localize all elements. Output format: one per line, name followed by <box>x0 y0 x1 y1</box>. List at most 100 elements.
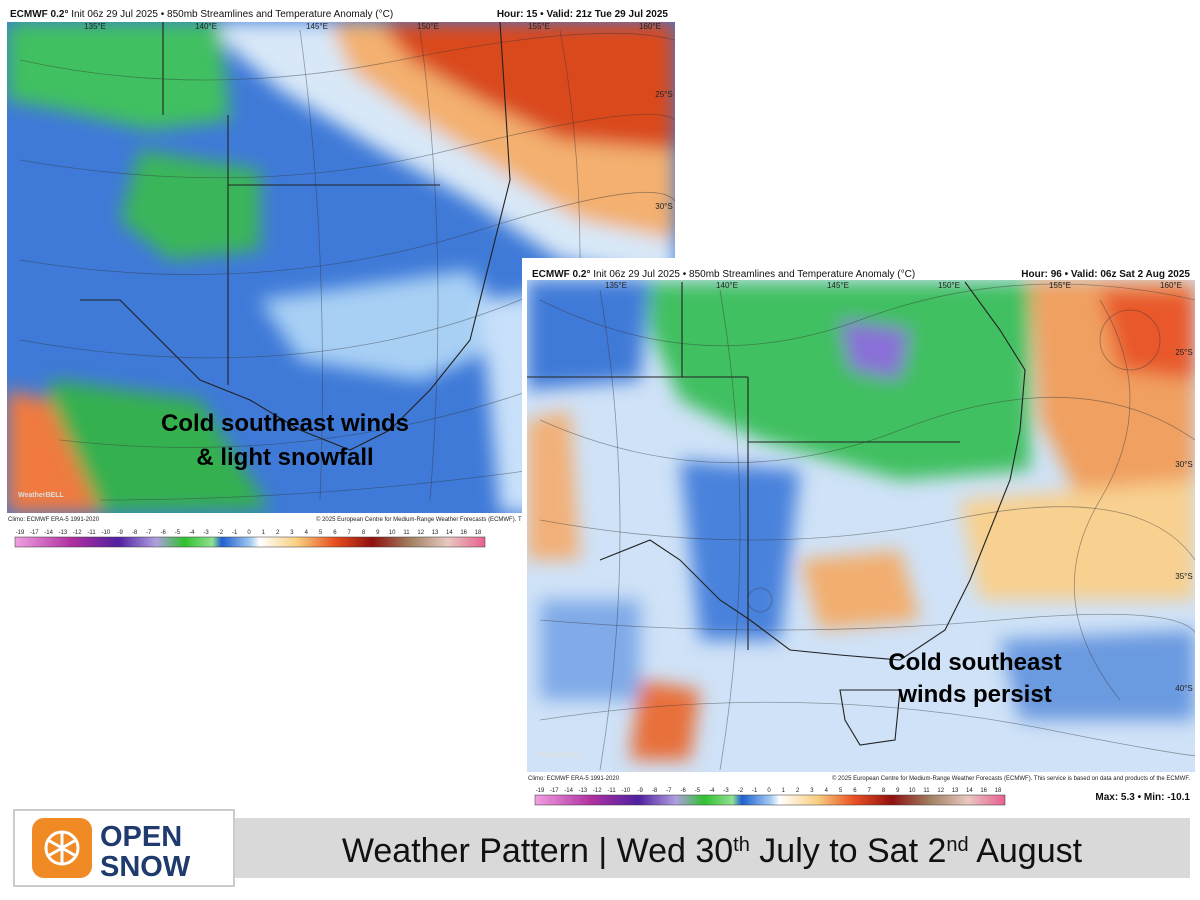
logo-text: SNOW <box>100 851 191 883</box>
scale-label: 2 <box>796 788 800 794</box>
scale-label: 18 <box>995 788 1002 794</box>
climo-note: Climo: ECMWF ERA-5 1991-2020 <box>528 776 620 782</box>
logo-text: OPEN <box>100 821 182 853</box>
latitude-label: 35°S <box>1175 572 1192 581</box>
scale-label: 3 <box>290 530 294 536</box>
annotation: winds persist <box>897 681 1051 708</box>
longitude-label: 140°E <box>716 281 738 290</box>
scale-label: -14 <box>564 788 573 794</box>
scale-label: 4 <box>305 530 309 536</box>
scale-label: 10 <box>909 788 916 794</box>
scale-label: 3 <box>810 788 814 794</box>
scale-label: -6 <box>160 530 166 536</box>
scale-label: 0 <box>767 788 771 794</box>
scale-label: -19 <box>536 788 545 794</box>
map-panel-2: ECMWF 0.2° Init 06z 29 Jul 2025 • 850mb … <box>522 258 1200 810</box>
max-min: Max: 5.3 • Min: -10.1 <box>1095 792 1190 803</box>
scale-label: -17 <box>550 788 559 794</box>
scale-label: -12 <box>593 788 602 794</box>
superscript: th <box>733 834 750 856</box>
scale-label: -2 <box>738 788 744 794</box>
scale-label: 12 <box>937 788 944 794</box>
scale-label: -11 <box>87 530 96 536</box>
climo-note: Climo: ECMWF ERA-5 1991-2020 <box>8 517 100 523</box>
title-text: Weather Pattern | Wed 30 <box>342 832 733 870</box>
scale-label: 8 <box>362 530 366 536</box>
latitude-label: 40°S <box>1175 684 1192 693</box>
scale-label: 11 <box>403 530 410 536</box>
scale-label: -5 <box>695 788 701 794</box>
scale-label: -1 <box>232 530 238 536</box>
annotation: & light snowfall <box>196 444 373 471</box>
scale-label: -17 <box>30 530 39 536</box>
footer-title: Weather Pattern | Wed 30th July to Sat 2… <box>342 832 1083 870</box>
map-panel-1: ECMWF 0.2° Init 06z 29 Jul 2025 • 850mb … <box>7 9 675 548</box>
latitude-label: 30°S <box>1175 460 1192 469</box>
longitude-label: 140°E <box>195 22 217 31</box>
footer-bar <box>234 818 1190 878</box>
map-header: ECMWF 0.2° Init 06z 29 Jul 2025 • 850mb … <box>10 9 393 20</box>
scale-label: 16 <box>980 788 987 794</box>
copyright: © 2025 European Centre for Medium-Range … <box>316 516 525 523</box>
valid-time: Hour: 15 • Valid: 21z Tue 29 Jul 2025 <box>497 9 669 20</box>
scale-label: 7 <box>868 788 872 794</box>
longitude-label: 160°E <box>639 22 661 31</box>
scale-label: 13 <box>432 530 439 536</box>
scale-label: -8 <box>132 530 138 536</box>
longitude-label: 145°E <box>306 22 328 31</box>
annotation: Cold southeast <box>888 649 1061 676</box>
color-bar <box>14 536 486 548</box>
scale-label: 1 <box>782 788 786 794</box>
scale-label: -3 <box>203 530 209 536</box>
scale-label: -5 <box>175 530 181 536</box>
scale-label: -4 <box>709 788 715 794</box>
scale-label: -10 <box>102 530 111 536</box>
scale-label: -13 <box>59 530 68 536</box>
scale-label: 5 <box>319 530 323 536</box>
scale-label: 11 <box>923 788 930 794</box>
scale-label: 13 <box>952 788 959 794</box>
watermark: WeatherBELL <box>18 492 64 499</box>
latitude-label: 30°S <box>655 202 672 211</box>
scale-label: -7 <box>666 788 672 794</box>
title-text: July to Sat 2 <box>750 832 947 870</box>
scale-label: 2 <box>276 530 280 536</box>
scale-label: 14 <box>446 530 453 536</box>
scale-label: -6 <box>680 788 686 794</box>
valid-time: Hour: 96 • Valid: 06z Sat 2 Aug 2025 <box>1021 269 1190 280</box>
scale-label: -1 <box>752 788 758 794</box>
copyright: © 2025 European Centre for Medium-Range … <box>832 775 1190 782</box>
scale-label: -19 <box>16 530 25 536</box>
scale-label: -9 <box>118 530 124 536</box>
model: ECMWF 0.2° <box>532 269 590 280</box>
scale-label: -8 <box>652 788 658 794</box>
map-image: WeatherBELL 135°E 140°E 145°E 150°E 155°E 160… <box>527 280 1195 772</box>
longitude-label: 155°E <box>1049 281 1071 290</box>
annotation: Cold southeast winds <box>161 410 409 437</box>
scale-label: 8 <box>882 788 886 794</box>
scale-label: -3 <box>723 788 729 794</box>
scale-label: -12 <box>73 530 82 536</box>
longitude-label: 150°E <box>417 22 439 31</box>
footer: OPEN SNOW Weather Pattern | Wed 30th Jul… <box>13 809 1190 887</box>
watermark: WeatherBELL <box>537 752 583 759</box>
scale-label: 16 <box>460 530 467 536</box>
scale-label: -13 <box>579 788 588 794</box>
streamlines <box>539 283 1195 771</box>
scale-label: -7 <box>146 530 152 536</box>
superscript: nd <box>946 834 968 856</box>
scale-label: 5 <box>839 788 843 794</box>
latitude-label: 25°S <box>1175 348 1192 357</box>
subtitle: Init 06z 29 Jul 2025 • 850mb Streamlines… <box>71 9 393 20</box>
longitude-label: 135°E <box>84 22 106 31</box>
scale-label: 6 <box>333 530 337 536</box>
scale-label: 0 <box>247 530 251 536</box>
scale-label: 4 <box>825 788 829 794</box>
longitude-label: 160°E <box>1160 281 1182 290</box>
scale-label: 6 <box>853 788 857 794</box>
longitude-label: 150°E <box>938 281 960 290</box>
longitude-label: 135°E <box>605 281 627 290</box>
latitude-label: 25°S <box>655 90 672 99</box>
